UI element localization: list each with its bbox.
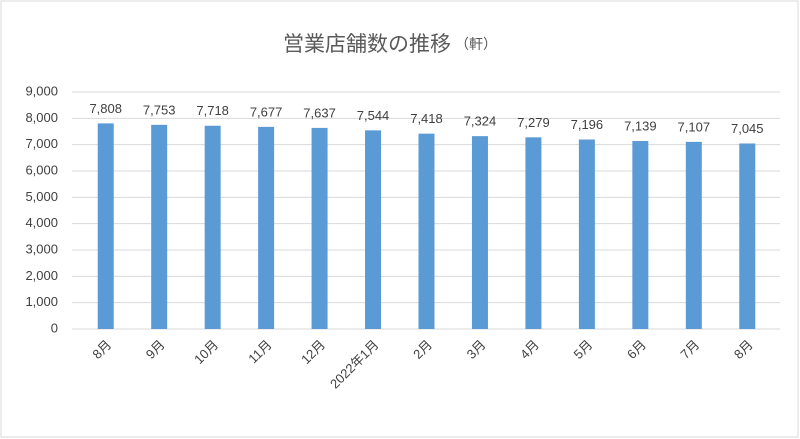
y-tick-label: 9,000 [25, 83, 58, 98]
title-text: 営業店舗数の推移 [283, 33, 451, 56]
value-label: 7,677 [250, 104, 283, 119]
bar [97, 123, 114, 329]
value-label: 7,279 [517, 115, 550, 130]
value-label: 7,107 [678, 119, 711, 134]
value-label: 7,753 [143, 102, 176, 117]
y-tick-label: 3,000 [25, 241, 58, 256]
value-label: 7,045 [731, 121, 764, 136]
value-label: 7,418 [410, 111, 443, 126]
y-tick-label: 8,000 [25, 110, 58, 125]
value-label: 7,139 [624, 118, 657, 133]
y-tick-label: 2,000 [25, 268, 58, 283]
unit-text: （軒） [455, 36, 497, 52]
bar [151, 124, 168, 329]
bar [578, 139, 595, 329]
bar [365, 130, 382, 329]
bar [632, 141, 649, 329]
value-label: 7,718 [196, 103, 229, 118]
bar [525, 137, 542, 329]
bar [204, 125, 221, 329]
y-tick-label: 4,000 [25, 215, 58, 230]
y-tick-label: 7,000 [25, 136, 58, 151]
bar [258, 126, 275, 330]
bar [685, 141, 702, 329]
y-tick-label: 1,000 [25, 294, 58, 309]
bar [311, 127, 328, 329]
value-label: 7,637 [303, 105, 336, 120]
bar [471, 136, 488, 329]
value-label: 7,196 [571, 117, 604, 132]
y-tick-label: 5,000 [25, 189, 58, 204]
bar [418, 133, 435, 329]
bar [739, 143, 756, 329]
value-label: 7,324 [464, 114, 497, 129]
value-label: 7,544 [357, 108, 390, 123]
value-label: 7,808 [89, 101, 122, 116]
chart-title: 営業店舗数の推移 （軒） [283, 33, 497, 56]
y-tick-label: 0 [51, 320, 58, 335]
y-tick-label: 6,000 [25, 162, 58, 177]
